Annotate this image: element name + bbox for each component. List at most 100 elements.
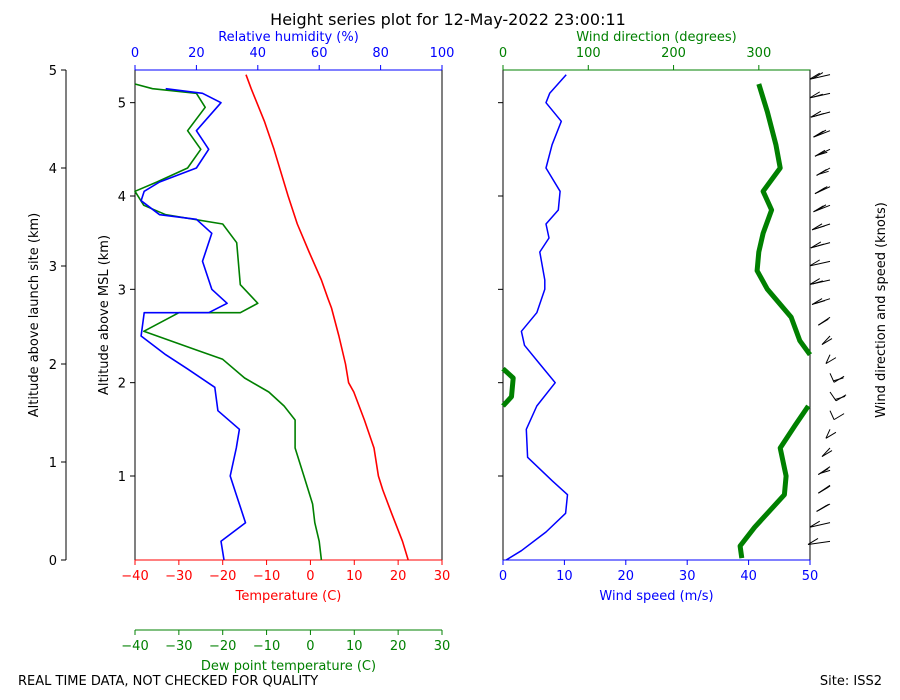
wind-barb-flag — [812, 280, 823, 285]
launch-tick-label: 2 — [49, 358, 57, 373]
wind-barb-flag — [815, 129, 827, 137]
msl-tick-label: 1 — [118, 470, 126, 485]
wspd-tick-label: 0 — [499, 569, 507, 584]
wind-barb-flag — [814, 225, 825, 230]
wind-barb — [818, 316, 831, 326]
wind-barb — [809, 91, 831, 99]
wind-barb — [810, 241, 831, 249]
wind-barb-flag — [825, 431, 837, 439]
wind-barb — [811, 298, 831, 305]
wind-barb — [829, 410, 845, 421]
wind-barb-flag — [818, 468, 829, 475]
wind-barb — [818, 484, 831, 494]
dew-line — [134, 83, 323, 561]
launch-tick-label: 5 — [49, 64, 57, 79]
wind-barb-flag — [815, 204, 827, 212]
wind-barb-flag — [810, 110, 822, 118]
wind-barb-shaft — [807, 540, 831, 545]
wind-barb — [816, 503, 831, 512]
rh-tick-label: 80 — [372, 46, 389, 61]
temp-tick-label: −30 — [165, 569, 192, 584]
temp-tick-label: 30 — [434, 569, 451, 584]
launch-tick-label: 4 — [49, 162, 57, 177]
wind-barb-flag — [817, 151, 828, 156]
dew-tick-label: −10 — [253, 639, 280, 654]
wdir-axis-label: Wind direction (degrees) — [576, 30, 736, 45]
dew-tick-label: 30 — [434, 639, 451, 654]
wind-barb-flag — [818, 170, 829, 175]
wind-barb — [813, 204, 831, 213]
wind-plot-frame — [502, 69, 811, 561]
dew-tick-label: −30 — [165, 639, 192, 654]
wind-barb — [818, 466, 831, 475]
wind-barb-flag — [814, 300, 825, 305]
wind-barb-flag — [818, 318, 829, 326]
rh-tick-label: 20 — [188, 46, 205, 61]
msl-tick-label: 3 — [118, 283, 126, 298]
dew-tick-label: 20 — [390, 639, 407, 654]
wind-barb — [821, 335, 833, 345]
wind-barb-shaft — [829, 373, 835, 383]
wind-barb — [809, 259, 831, 267]
wind-barb-flag — [809, 278, 820, 285]
wspd-tick-label: 20 — [618, 569, 635, 584]
wind-barb-flag — [821, 450, 833, 457]
wind-barb-flag — [825, 357, 837, 365]
msl-tick-label: 2 — [118, 377, 126, 392]
dew-tick-label: 0 — [306, 639, 314, 654]
wind-barb-flag — [809, 91, 820, 99]
dew-axis-label: Dew point temperature (C) — [201, 659, 376, 674]
wind-barb-flag — [833, 413, 845, 421]
rh-line — [140, 87, 247, 561]
launch-tick-label: 3 — [49, 260, 57, 275]
wind-barb-flag — [833, 377, 844, 382]
wspd-tick-label: 50 — [802, 569, 819, 584]
wdir-tick-label: 100 — [576, 46, 601, 61]
wind-barb — [807, 538, 831, 545]
wind-barb-flag — [812, 72, 824, 79]
wind-barb-flag — [817, 186, 828, 193]
barb-axis-label: Wind direction and speed (knots) — [874, 202, 889, 418]
rh-tick-label: 100 — [430, 46, 455, 61]
wspd-tick-label: 30 — [679, 569, 696, 584]
wind-barb-shaft — [829, 391, 837, 402]
launch-tick-label: 1 — [49, 456, 57, 471]
wspd-line — [505, 74, 569, 561]
launch-tick-label: 0 — [49, 554, 57, 569]
wind-barb-shaft — [829, 410, 835, 420]
rh-tick-label: 60 — [311, 46, 328, 61]
temp-line — [245, 74, 409, 561]
wind-barb — [809, 520, 831, 528]
wind-barb — [825, 429, 837, 439]
wind-barb-flag — [818, 503, 829, 511]
wind-barb-flag — [812, 93, 823, 98]
wind-panel: 0 10 20 30 40 50 Wind speed (m/s) 0 100 200 300 Win… — [498, 30, 889, 604]
quality-warning: REAL TIME DATA, NOT CHECKED FOR QUALITY — [18, 674, 319, 689]
temp-axis-label: Temperature (C) — [235, 589, 342, 604]
rh-tick-label: 0 — [131, 46, 139, 61]
wspd-axis-label: Wind speed (m/s) — [599, 589, 713, 604]
temp-tick-label: 10 — [346, 569, 363, 584]
wind-barb-shaft — [825, 354, 831, 364]
wdir-tick-label: 200 — [661, 46, 686, 61]
wind-barb-shaft — [809, 260, 831, 267]
rh-axis-label: Relative humidity (%) — [218, 30, 359, 45]
thermo-plot-frame — [134, 69, 443, 561]
msl-axis-label: Altitude above MSL (km) — [97, 235, 112, 395]
wind-barb-flag — [811, 223, 823, 231]
wind-barb — [813, 129, 831, 138]
wind-barb-flag — [814, 149, 826, 157]
wind-barb-flag — [819, 485, 831, 493]
wind-barb-flag — [813, 243, 824, 248]
wdir-line — [501, 83, 813, 559]
chart-title: Height series plot for 12-May-2022 23:00… — [270, 10, 626, 29]
dew-tick-label: −20 — [209, 639, 236, 654]
wind-barb-flag — [809, 259, 820, 267]
wind-barb — [816, 167, 831, 176]
wspd-tick-label: 10 — [556, 569, 573, 584]
launch-axis-label: Altitude above launch site (km) — [27, 213, 42, 417]
wind-barb — [814, 186, 831, 195]
wind-barb — [814, 148, 831, 157]
wind-barb — [829, 391, 847, 402]
